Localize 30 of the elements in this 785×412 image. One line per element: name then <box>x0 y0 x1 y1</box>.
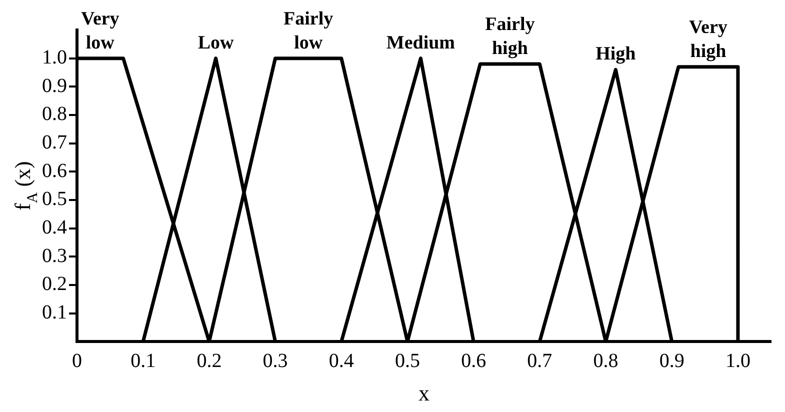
y-tick-label: 0.7 <box>42 132 67 154</box>
x-tick-label: 0.8 <box>593 350 618 372</box>
series-label: Very low <box>80 8 120 54</box>
x-tick-label: 0.9 <box>659 350 684 372</box>
x-tick-label: 0.3 <box>262 350 288 372</box>
x-tick-label: 0.5 <box>394 350 420 372</box>
series-label: Fairly high <box>485 14 536 59</box>
y-tick-label: 0.4 <box>42 216 67 239</box>
y-tick-label: 0.8 <box>42 103 67 126</box>
x-tick-label: 0.6 <box>461 350 486 372</box>
series-label: Low <box>198 32 234 54</box>
y-axis-title: fA (x) <box>10 161 41 210</box>
x-tick-label: 0.7 <box>527 350 552 372</box>
x-tick-label: 0 <box>72 350 82 372</box>
series-label: Medium <box>386 32 456 54</box>
x-tick-label: 0.4 <box>328 350 354 372</box>
x-axis-title: x <box>418 380 430 406</box>
y-tick-label: 0.6 <box>42 160 67 182</box>
y-tick-label: 0.5 <box>42 188 67 210</box>
series-label: Very high <box>689 16 728 62</box>
y-tick-label: 0.2 <box>42 273 67 296</box>
x-tick-label: 0.2 <box>196 350 222 372</box>
y-tick-label: 0.3 <box>42 244 67 267</box>
series-label: High <box>596 44 636 65</box>
x-tick-label: 1.0 <box>725 350 750 372</box>
x-tick-label: 0.1 <box>130 350 156 372</box>
series-label: Fairly low <box>284 8 334 54</box>
y-tick-label: 0.9 <box>42 74 67 97</box>
y-tick-label: 1.0 <box>42 46 67 69</box>
y-tick-label: 0.1 <box>42 302 67 324</box>
